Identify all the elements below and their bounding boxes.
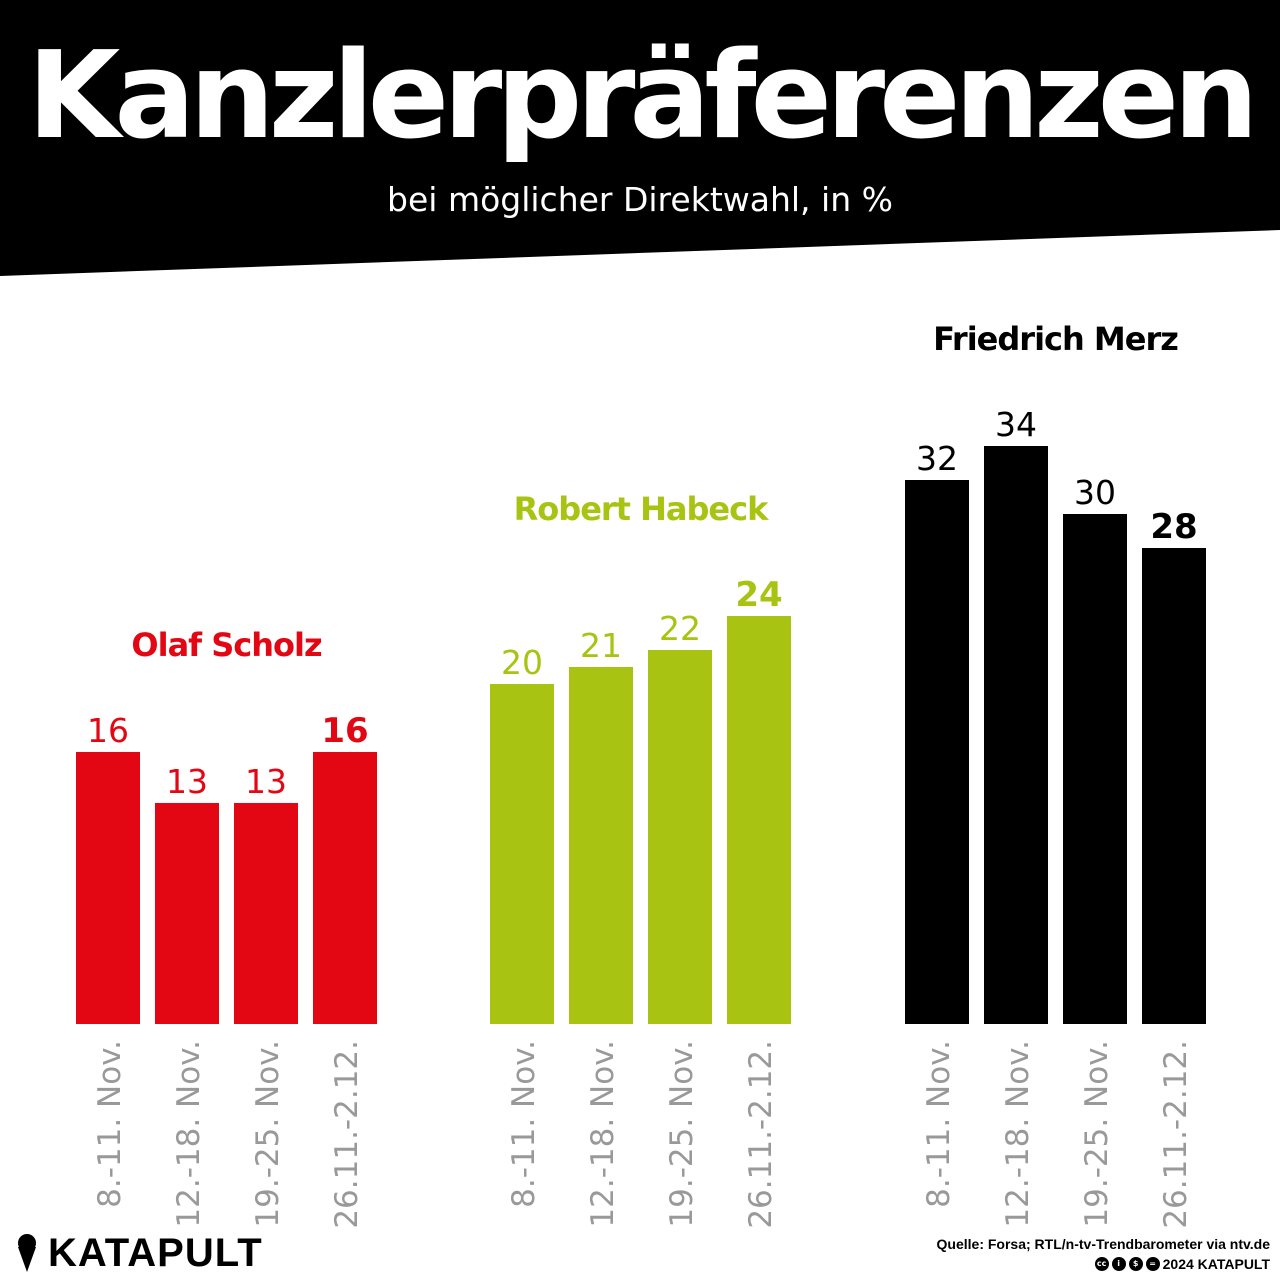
x-tick-label: 19.-25. Nov.: [250, 1040, 286, 1228]
cc-icon: cc: [1094, 1257, 1109, 1271]
bar-friedrich-merz: [1142, 548, 1206, 1024]
x-tick-label: 12.-18. Nov.: [1000, 1040, 1036, 1228]
data-label: 28: [1150, 507, 1197, 547]
chart-title: Kanzlerpräferenzen: [27, 27, 1258, 166]
data-label: 16: [321, 711, 368, 751]
x-tick-label: 26.11.-2.12.: [329, 1040, 365, 1229]
chart-subtitle: bei möglicher Direktwahl, in %: [387, 180, 893, 219]
bar-friedrich-merz: [1063, 514, 1127, 1024]
data-label: 30: [1074, 473, 1116, 512]
x-tick-label: 12.-18. Nov.: [171, 1040, 207, 1228]
data-label: 34: [995, 405, 1037, 444]
x-tick-label: 26.11.-2.12.: [1158, 1040, 1194, 1229]
bar-olaf-scholz: [155, 803, 219, 1024]
bar-robert-habeck: [569, 667, 633, 1024]
data-label: 22: [659, 609, 701, 648]
license-row: cc i $ = 2024 KATAPULT: [937, 1254, 1270, 1274]
katapult-logo: KATAPULT: [14, 1228, 263, 1278]
data-label: 21: [580, 626, 622, 665]
bar-robert-habeck: [727, 616, 791, 1024]
data-label: 32: [916, 439, 958, 478]
bar-friedrich-merz: [905, 480, 969, 1024]
bar-olaf-scholz: [234, 803, 298, 1024]
x-tick-label: 26.11.-2.12.: [743, 1040, 779, 1229]
series-name: Friedrich Merz: [933, 320, 1178, 358]
data-label: 13: [166, 762, 208, 801]
x-tick-label: 12.-18. Nov.: [585, 1040, 621, 1228]
bar-robert-habeck: [648, 650, 712, 1024]
header-band: [0, 0, 1280, 290]
ice-cream-icon: [18, 1234, 36, 1272]
data-label: 13: [245, 762, 287, 801]
bar-olaf-scholz: [313, 752, 377, 1024]
bar-friedrich-merz: [984, 446, 1048, 1024]
data-label: 20: [501, 643, 543, 682]
x-tick-label: 19.-25. Nov.: [664, 1040, 700, 1228]
x-tick-label: 8.-11. Nov.: [506, 1040, 542, 1208]
x-tick-label: 19.-25. Nov.: [1079, 1040, 1115, 1228]
series-name: Olaf Scholz: [131, 626, 322, 664]
data-label: 16: [87, 711, 129, 750]
series-name: Robert Habeck: [514, 490, 769, 528]
bar-olaf-scholz: [76, 752, 140, 1024]
license-text: 2024 KATAPULT: [1162, 1256, 1270, 1272]
bar-robert-habeck: [490, 684, 554, 1024]
source-text: Quelle: Forsa; RTL/n-tv-Trendbarometer v…: [936, 1236, 1270, 1252]
logo-text: KATAPULT: [48, 1230, 263, 1275]
data-label: 24: [735, 575, 782, 615]
x-tick-label: 8.-11. Nov.: [921, 1040, 957, 1208]
by-icon: i: [1111, 1257, 1126, 1271]
x-tick-label: 8.-11. Nov.: [92, 1040, 128, 1208]
source-note: Quelle: Forsa; RTL/n-tv-Trendbarometer v…: [937, 1234, 1270, 1274]
nd-icon: =: [1145, 1257, 1160, 1271]
nc-icon: $: [1128, 1257, 1143, 1271]
